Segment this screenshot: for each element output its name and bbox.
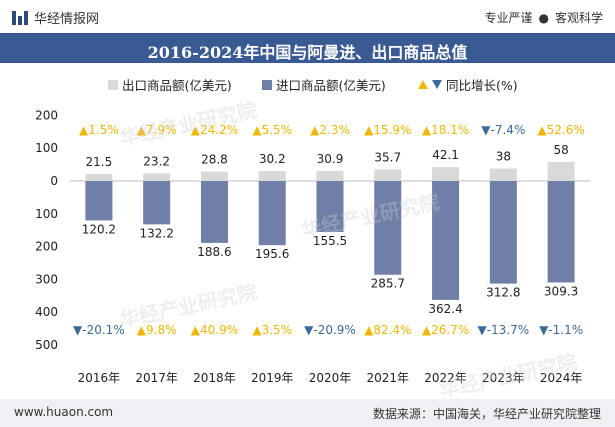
website-link[interactable]: www.huaon.com (14, 405, 114, 419)
legend-item-export[interactable]: 出口商品额(亿美元) (108, 75, 232, 94)
top-header: 华经情报网 专业严谨 ● 客观科学 (0, 0, 615, 32)
legend-swatch-import (262, 79, 272, 90)
legend-label-growth: 同比增长(%) (446, 78, 518, 93)
y-tick-label: 100 (35, 141, 58, 155)
import-bar (374, 181, 402, 275)
import-value-label: 155.5 (313, 234, 347, 248)
tagline: 专业严谨 ● 客观科学 (484, 9, 603, 26)
import-value-label: 309.3 (544, 284, 578, 298)
import-value-label: 188.6 (197, 245, 231, 259)
export-value-label: 42.1 (432, 148, 459, 162)
export-value-label: 23.2 (143, 154, 170, 168)
import-value-label: 132.2 (139, 226, 173, 240)
y-tick-label: 100 (35, 207, 58, 221)
export-bar (489, 168, 517, 181)
export-value-label: 58 (553, 143, 568, 157)
export-growth-label: ▲15.9% (364, 123, 411, 137)
brand[interactable]: 华经情报网 (12, 8, 99, 27)
import-value-label: 362.4 (428, 302, 462, 316)
import-bar (258, 181, 286, 246)
data-source: 数据来源：中国海关，华经产业研究院整理 (372, 407, 601, 421)
export-growth-label: ▲5.5% (252, 123, 292, 137)
import-bar (143, 181, 171, 225)
y-tick-label: 0 (50, 174, 58, 188)
export-growth-label: ▲18.1% (422, 123, 469, 137)
x-category-label: 2023年 (482, 371, 525, 385)
footer: www.huaon.com 数据来源：中国海关，华经产业研究院整理 (0, 399, 615, 427)
import-bar (200, 181, 228, 243)
legend: 出口商品额(亿美元) 进口商品额(亿美元) 同比增长(%) (0, 75, 615, 93)
legend-item-import[interactable]: 进口商品额(亿美元) (262, 75, 386, 94)
chart-area: 200 100 0 100 200 300 400 500 21.5 120.2 ▲1.5% ▼-20… (35, 108, 590, 385)
import-growth-label: ▲82.4% (364, 323, 411, 337)
import-value-label: 312.8 (486, 286, 520, 300)
export-value-label: 21.5 (86, 155, 113, 169)
export-growth-label: ▲52.6% (537, 123, 584, 137)
brand-name: 华经情报网 (34, 12, 100, 27)
legend-label-export: 出口商品额(亿美元) (122, 78, 232, 93)
import-value-label: 195.6 (255, 247, 289, 261)
export-growth-label: ▲2.3% (310, 123, 350, 137)
tagline-dot-icon: ● (538, 11, 549, 25)
export-bar (200, 171, 228, 181)
export-value-label: 30.9 (317, 152, 344, 166)
import-growth-label: ▲3.5% (252, 323, 292, 337)
y-tick-label: 200 (35, 240, 58, 254)
title-bar: 2016-2024年中国与阿曼进、出口商品总值 (0, 33, 615, 63)
triangle-up-icon (418, 80, 428, 89)
import-growth-label: ▼-20.9% (304, 323, 356, 337)
tagline-left: 专业严谨 (484, 11, 533, 25)
export-growth-label: ▲1.5% (79, 123, 119, 137)
x-category-label: 2024年 (540, 371, 583, 385)
legend-label-import: 进口商品额(亿美元) (276, 78, 386, 93)
x-category-label: 2020年 (309, 371, 352, 385)
export-bar (547, 161, 575, 181)
export-bar (258, 171, 286, 181)
x-category-label: 2017年 (135, 371, 178, 385)
export-value-label: 35.7 (374, 150, 401, 164)
export-growth-label: ▼-7.4% (481, 123, 525, 137)
export-growth-label: ▲7.9% (137, 123, 177, 137)
import-bar (547, 181, 575, 283)
export-growth-label: ▲24.2% (191, 123, 238, 137)
export-bar (432, 167, 460, 181)
import-bar (489, 181, 517, 284)
x-category-label: 2021年 (367, 371, 410, 385)
export-value-label: 28.8 (201, 153, 228, 167)
export-bar (85, 173, 113, 181)
y-tick-label: 400 (35, 305, 58, 319)
export-bar (143, 173, 171, 181)
tagline-right: 客观科学 (554, 11, 603, 25)
import-value-label: 285.7 (371, 277, 405, 291)
import-bar (316, 181, 344, 233)
import-bar (85, 181, 113, 221)
legend-item-growth[interactable]: 同比增长(%) (418, 75, 518, 94)
x-category-label: 2022年 (424, 371, 467, 385)
import-growth-label: ▼-13.7% (477, 323, 529, 337)
x-category-label: 2018年 (193, 371, 236, 385)
import-value-label: 120.2 (82, 222, 116, 236)
import-growth-label: ▼-20.1% (73, 323, 125, 337)
x-category-label: 2016年 (78, 371, 121, 385)
export-value-label: 38 (496, 150, 511, 164)
triangle-down-icon (432, 80, 442, 89)
y-tick-label: 500 (35, 338, 58, 352)
export-bar (374, 169, 402, 181)
chart-title: 2016-2024年中国与阿曼进、出口商品总值 (147, 43, 468, 62)
import-growth-label: ▼-1.1% (539, 323, 583, 337)
y-tick-label: 200 (35, 108, 58, 122)
legend-swatch-export (108, 79, 118, 90)
import-bar (432, 181, 460, 300)
x-category-label: 2019年 (251, 371, 294, 385)
y-tick-label: 300 (35, 272, 58, 286)
export-value-label: 30.2 (259, 152, 286, 166)
export-bar (316, 170, 344, 181)
import-growth-label: ▲26.7% (422, 323, 469, 337)
brand-logo-icon (12, 10, 28, 25)
import-growth-label: ▲9.8% (137, 323, 177, 337)
import-growth-label: ▲40.9% (191, 323, 238, 337)
